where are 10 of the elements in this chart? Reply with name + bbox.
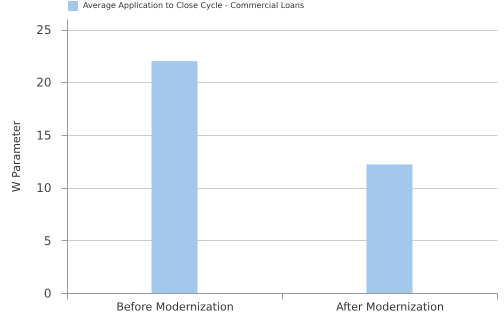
y-tick-label: 5 <box>44 234 52 248</box>
y-tick-label: 0 <box>44 286 52 300</box>
y-tick-label: 10 <box>36 181 52 196</box>
x-tick-label: After Modernization <box>336 300 444 312</box>
y-axis-title: W Parameter <box>10 120 24 192</box>
y-tick-label: 15 <box>36 128 52 142</box>
y-tick-label: 25 <box>36 23 52 38</box>
y-tick-label: 20 <box>36 76 52 90</box>
x-tick-label: Before Modernization <box>116 300 234 312</box>
legend-label: Average Application to Close Cycle - Commercial Loans <box>83 1 304 10</box>
